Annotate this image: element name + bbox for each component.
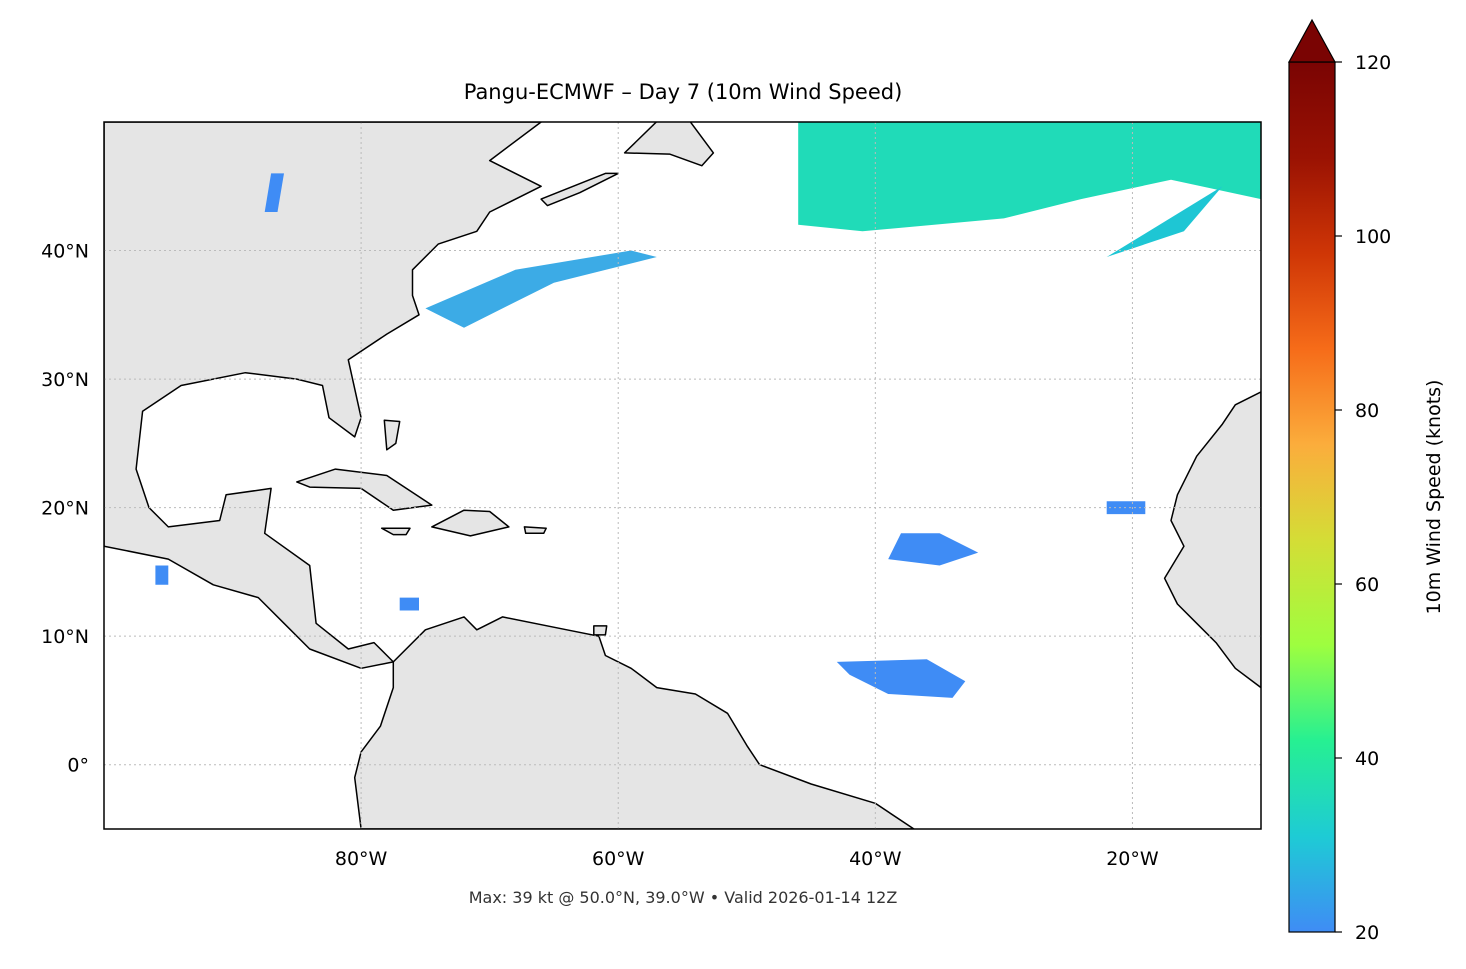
colorbar-gradient xyxy=(1288,61,1336,933)
lat-label: 0° xyxy=(67,755,89,777)
wind-region-caribbean-patch xyxy=(399,597,419,611)
land-north-america xyxy=(104,122,542,670)
colorbar-tick-label: 100 xyxy=(1355,226,1391,248)
wind-region-us-east-coast-jet xyxy=(425,250,657,328)
colorbar-tick-label: 40 xyxy=(1355,748,1379,770)
colorbar-tick-label: 20 xyxy=(1355,922,1379,944)
map-frame xyxy=(103,121,1262,830)
footer-note: Max: 39 kt @ 50.0°N, 39.0°W • Valid 2026… xyxy=(469,888,898,907)
map-title: Pangu-ECMWF – Day 7 (10m Wind Speed) xyxy=(464,80,903,104)
lon-label: 20°W xyxy=(1106,848,1159,870)
wind-region-north-atlantic-jet xyxy=(798,122,1261,232)
land-africa xyxy=(1163,391,1261,689)
land-layer xyxy=(104,122,1261,829)
wind-region-great-lakes-patch xyxy=(264,173,284,212)
lat-label: 20°N xyxy=(41,498,89,520)
land-hispaniola xyxy=(431,509,510,537)
colorbar: 20 40 60 80 100 120 10m Wind Speed (knots) xyxy=(1287,18,1445,944)
land-puerto-rico xyxy=(523,526,547,535)
colorbar-extend-arrow xyxy=(1287,18,1337,63)
land-cuba xyxy=(296,468,433,511)
map-panel: 40°N 30°N 20°N 10°N 0° 80°W 60°W 40°W 20°W xyxy=(41,121,1262,870)
colorbar-ticks: 20 40 60 80 100 120 xyxy=(1335,52,1391,944)
longitude-labels: 80°W 60°W 40°W 20°W xyxy=(335,848,1159,870)
lon-label: 80°W xyxy=(335,848,388,870)
land-nova-scotia xyxy=(540,172,619,207)
lat-label: 10°N xyxy=(41,626,89,648)
wind-region-azores-streak xyxy=(1106,186,1223,257)
lat-label: 40°N xyxy=(41,241,89,263)
lat-label: 30°N xyxy=(41,369,89,391)
land-bahamas xyxy=(383,419,401,451)
colorbar-tick-label: 80 xyxy=(1355,400,1379,422)
wind-region-equatorial-patch xyxy=(836,659,966,698)
colorbar-tick-label: 120 xyxy=(1355,52,1391,74)
land-trinidad xyxy=(593,625,608,636)
land-jamaica xyxy=(380,527,411,536)
wind-region-cape-verde-west-patch xyxy=(888,533,979,566)
wind-layer xyxy=(155,122,1261,698)
wind-region-pacific-patch xyxy=(155,565,169,585)
latitude-labels: 40°N 30°N 20°N 10°N 0° xyxy=(41,241,89,777)
lon-label: 40°W xyxy=(849,848,902,870)
land-newfoundland xyxy=(623,122,715,167)
land-south-america xyxy=(353,616,915,829)
colorbar-tick-label: 60 xyxy=(1355,574,1379,596)
lon-label: 60°W xyxy=(592,848,645,870)
colorbar-label: 10m Wind Speed (knots) xyxy=(1423,380,1445,615)
